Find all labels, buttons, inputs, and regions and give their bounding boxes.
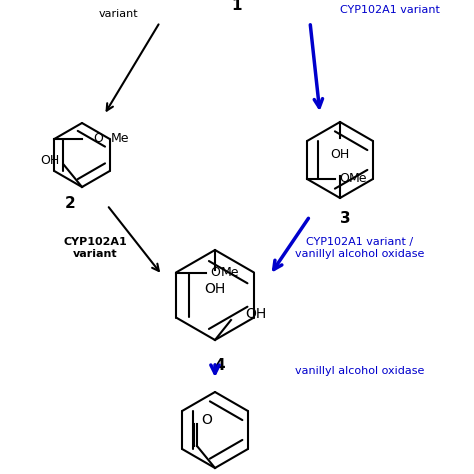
Text: Me: Me (110, 133, 129, 146)
Text: 4: 4 (215, 358, 225, 374)
Text: CYP102A1
variant: CYP102A1 variant (63, 237, 127, 259)
Text: OH: OH (330, 148, 350, 161)
Text: OH: OH (204, 282, 226, 296)
Text: CYP102A1 variant: CYP102A1 variant (340, 5, 440, 15)
Text: OH: OH (245, 307, 266, 321)
Text: variant: variant (98, 9, 138, 19)
Text: O: O (210, 266, 220, 279)
Text: Me: Me (349, 173, 368, 185)
Text: O: O (339, 173, 349, 185)
Text: O: O (201, 413, 212, 427)
Text: vanillyl alcohol oxidase: vanillyl alcohol oxidase (295, 366, 424, 376)
Text: 1: 1 (232, 0, 242, 12)
Text: OH: OH (40, 155, 60, 167)
Text: 2: 2 (64, 195, 75, 210)
Text: 3: 3 (340, 210, 350, 226)
Text: Me: Me (221, 266, 239, 279)
Text: O: O (93, 133, 103, 146)
Text: CYP102A1 variant /
vanillyl alcohol oxidase: CYP102A1 variant / vanillyl alcohol oxid… (295, 237, 425, 259)
